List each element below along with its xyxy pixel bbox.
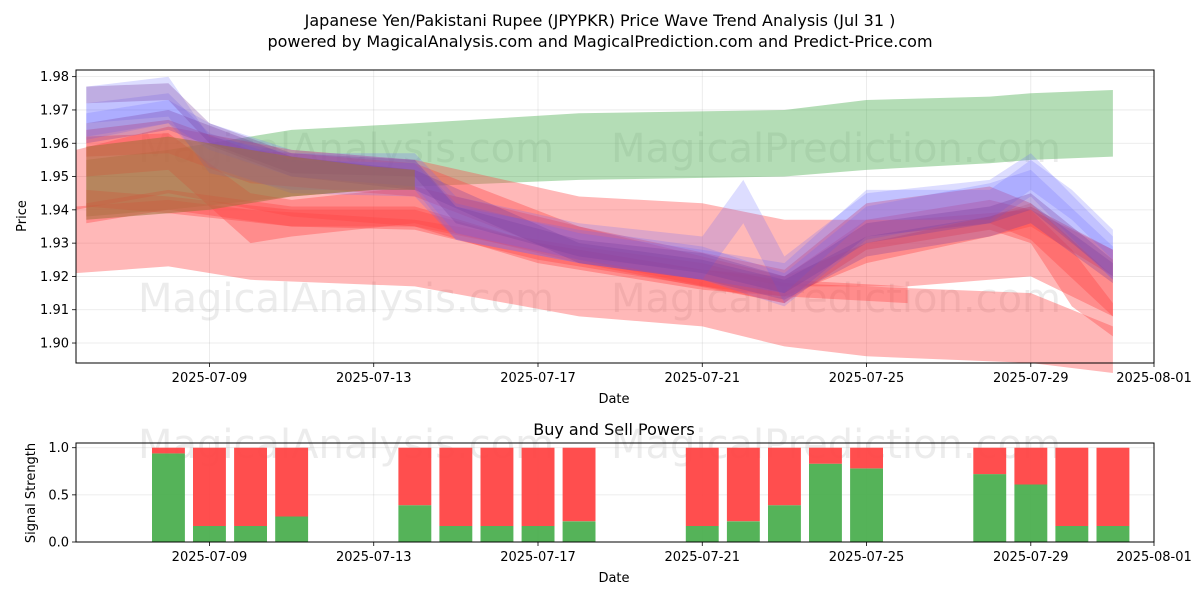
price-panel: MagicalAnalysis.com MagicalPrediction.co…: [15, 69, 1192, 407]
x-tick-label-2025-07-25: 2025-07-25: [829, 550, 905, 565]
x-tick-label-2025-07-29: 2025-07-29: [993, 550, 1069, 565]
y-tick-label-0.0: 0.0: [48, 536, 69, 551]
x-tick-label-2025-07-21: 2025-07-21: [664, 550, 740, 565]
x-tick-label-2025-07-17: 2025-07-17: [500, 550, 576, 565]
signal-bars: [152, 447, 1130, 542]
watermark-prediction-top: MagicalPrediction.com: [611, 126, 1061, 172]
purple-band-1: [86, 83, 1113, 294]
purple-band-2: [86, 110, 1113, 300]
red-bar-2025-07-25: [850, 447, 883, 469]
red-bar-2025-07-29: [1014, 447, 1048, 485]
green-bar-2025-07-16: [480, 526, 514, 542]
red-bar-2025-07-17: [521, 447, 555, 526]
red-bar-2025-07-24: [809, 447, 842, 464]
red-bar-2025-07-18: [562, 447, 596, 522]
price-x-axis-label: Date: [598, 392, 629, 407]
y-tick-label-1.97: 1.97: [40, 103, 69, 118]
signal-panel: Buy and Sell Powers MagicalAnalysis.com …: [24, 420, 1192, 586]
red-bar-2025-07-31: [1096, 447, 1130, 526]
red-band-1: [76, 199, 1113, 373]
price-plot-background: [76, 70, 1154, 363]
blue-band-2: [86, 93, 1113, 307]
red-bar-2025-07-11: [275, 447, 309, 517]
green-bar-2025-07-18: [562, 521, 596, 542]
y-tick-label-1.92: 1.92: [40, 270, 69, 285]
red-band-5: [86, 189, 1113, 297]
signal-y-ticks: 0.0 0.5 1.0: [48, 441, 76, 551]
green-bar-2025-07-29: [1014, 484, 1048, 542]
red-bar-2025-07-21: [685, 447, 719, 526]
green-bar-2025-07-14: [398, 505, 432, 542]
y-tick-label-1.90: 1.90: [40, 337, 69, 352]
green-bar-2025-07-31: [1096, 526, 1130, 542]
price-bands: [76, 76, 1113, 373]
y-tick-label-1.98: 1.98: [40, 70, 69, 85]
green-bar-2025-07-30: [1055, 526, 1089, 542]
green-bar-2025-07-24: [809, 463, 842, 542]
green-bar-2025-07-08: [152, 453, 185, 542]
x-tick-label-2025-07-09: 2025-07-09: [172, 550, 248, 565]
red-bar-2025-07-30: [1055, 447, 1089, 526]
red-bar-2025-07-16: [480, 447, 514, 526]
green-bar-2025-07-28: [973, 474, 1007, 542]
watermark-analysis-bottom: MagicalAnalysis.com: [138, 276, 554, 322]
price-x-ticks: 2025-07-09 2025-07-13 2025-07-17 2025-07-21…: [172, 363, 1192, 386]
y-tick-label-1.91: 1.91: [40, 303, 69, 318]
signal-panel-title: Buy and Sell Powers: [533, 420, 695, 439]
red-bar-2025-07-22: [726, 447, 760, 522]
red-bar-2025-07-10: [234, 447, 267, 526]
red-bar-2025-07-08: [152, 447, 185, 454]
green-bar-2025-07-23: [768, 505, 801, 542]
x-tick-label-2025-07-13: 2025-07-13: [336, 371, 412, 386]
red-bar-2025-07-15: [439, 447, 473, 526]
price-y-axis-label: Price: [15, 200, 30, 232]
y-tick-label-1.93: 1.93: [40, 237, 69, 252]
brown-band-1: [86, 136, 415, 220]
green-bar-2025-07-25: [850, 468, 883, 542]
x-tick-label-2025-07-09: 2025-07-09: [172, 371, 248, 386]
price-plot-frame: [75, 69, 1155, 364]
green-bar-2025-07-09: [193, 526, 226, 542]
y-tick-label-1.94: 1.94: [40, 203, 69, 218]
green-bar-2025-07-17: [521, 526, 555, 542]
x-tick-label-2025-07-29: 2025-07-29: [993, 371, 1069, 386]
x-tick-label-2025-07-25: 2025-07-25: [829, 371, 905, 386]
x-tick-label-2025-07-21: 2025-07-21: [664, 371, 740, 386]
chart-title-line1: Japanese Yen/Pakistani Rupee (JPYPKR) Pr…: [304, 11, 896, 30]
red-bar-2025-07-28: [973, 447, 1007, 475]
green-bar-2025-07-21: [685, 526, 719, 542]
green-bar-2025-07-15: [439, 526, 473, 542]
y-tick-label-1.95: 1.95: [40, 170, 69, 185]
chart-title-line2: powered by MagicalAnalysis.com and Magic…: [267, 32, 932, 51]
red-band-6: [86, 189, 908, 304]
x-tick-label-2025-07-17: 2025-07-17: [500, 371, 576, 386]
red-bar-2025-07-14: [398, 447, 432, 506]
signal-y-axis-label: Signal Strength: [24, 443, 39, 543]
blue-band-3: [86, 100, 1113, 294]
x-tick-label-2025-07-13: 2025-07-13: [336, 550, 412, 565]
green-bar-2025-07-22: [726, 521, 760, 542]
green-bar-2025-07-11: [275, 516, 309, 542]
red-bar-2025-07-09: [193, 447, 226, 526]
price-y-ticks: 1.90 1.91 1.92 1.93 1.94 1.95 1.96 1.97 1.98: [40, 70, 76, 352]
green-bar-2025-07-10: [234, 526, 267, 542]
signal-plot-frame: [75, 442, 1155, 543]
x-tick-label-2025-08-01: 2025-08-01: [1116, 550, 1192, 565]
signal-x-ticks: 2025-07-09 2025-07-13 2025-07-17 2025-07-21…: [172, 542, 1192, 565]
y-tick-label-1.0: 1.0: [48, 441, 69, 456]
signal-x-axis-label: Date: [598, 571, 629, 586]
watermark-prediction-bottom: MagicalPrediction.com: [611, 276, 1061, 322]
y-tick-label-1.96: 1.96: [40, 137, 69, 152]
red-bar-2025-07-23: [768, 447, 801, 506]
y-tick-label-0.5: 0.5: [48, 488, 69, 503]
x-tick-label-2025-08-01: 2025-08-01: [1116, 371, 1192, 386]
